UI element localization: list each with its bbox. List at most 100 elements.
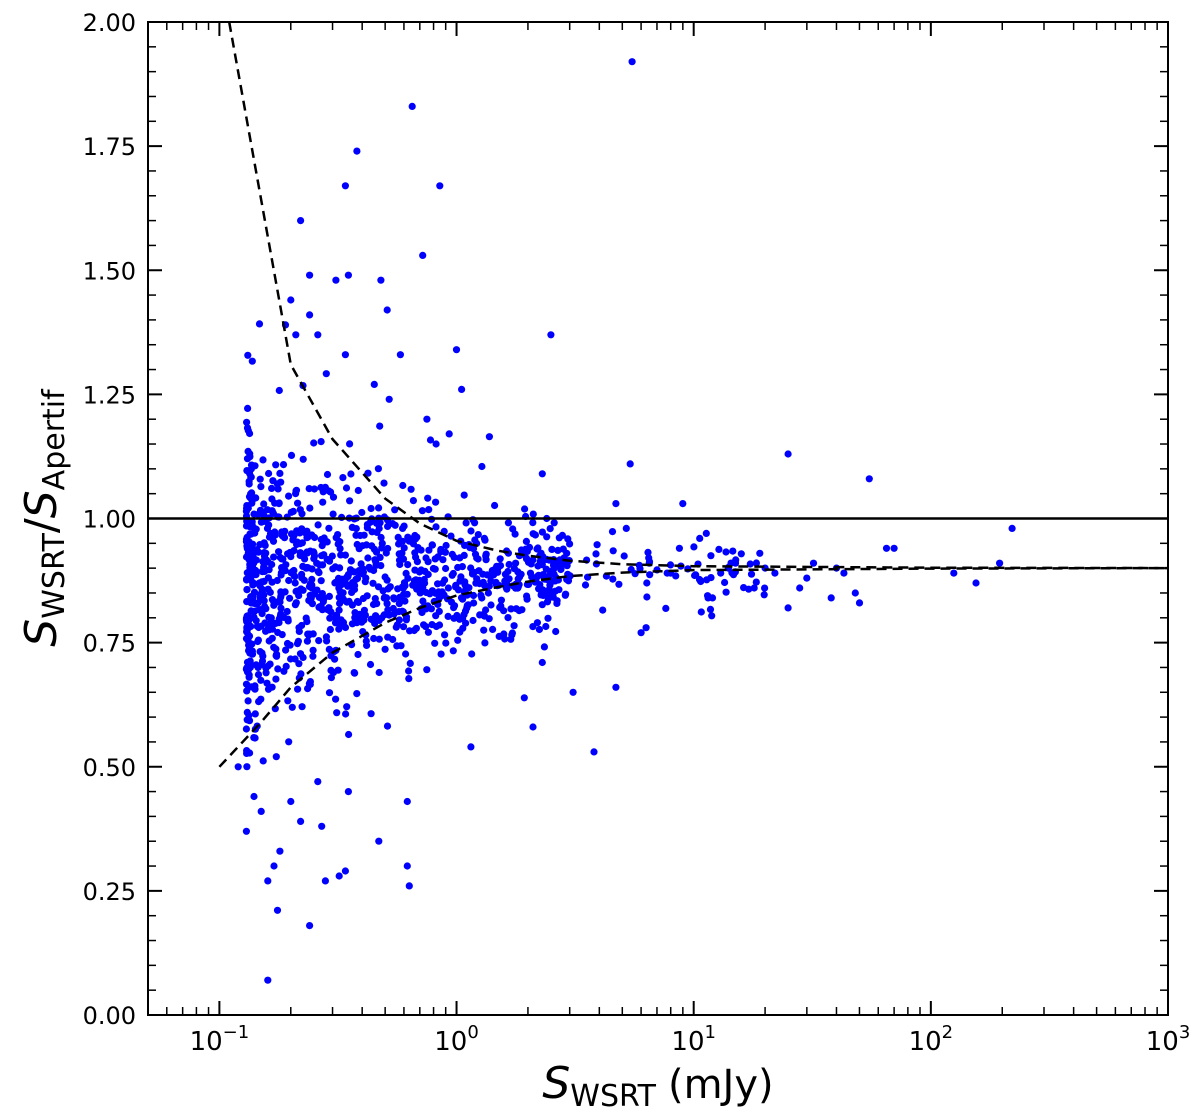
scatter-point — [395, 600, 403, 608]
scatter-point — [370, 545, 378, 553]
scatter-point — [306, 678, 314, 686]
scatter-point — [261, 603, 269, 611]
scatter-point — [420, 621, 428, 629]
scatter-point — [707, 574, 715, 582]
scatter-point — [353, 690, 361, 698]
scatter-point — [368, 528, 376, 536]
scatter-point — [299, 455, 307, 463]
scatter-point — [511, 530, 519, 538]
scatter-point — [287, 296, 295, 304]
scatter-point — [243, 467, 251, 475]
scatter-point — [242, 522, 251, 530]
scatter-point — [721, 578, 729, 587]
scatter-point — [246, 450, 254, 458]
scatter-point — [404, 561, 412, 569]
scatter-point — [599, 606, 607, 614]
scatter-point — [234, 763, 242, 771]
scatter-point — [404, 533, 412, 541]
scatter-point — [316, 603, 324, 611]
scatter-point — [296, 529, 304, 537]
scatter-point — [593, 541, 601, 549]
scatter-point — [261, 619, 269, 627]
scatter-point — [243, 763, 251, 771]
scatter-point — [403, 862, 411, 870]
scatter-point — [336, 545, 344, 553]
scatter-point — [341, 867, 349, 875]
scatter-point — [250, 599, 258, 607]
scatter-point — [643, 593, 651, 601]
scatter-point — [248, 530, 256, 538]
scatter-point — [538, 470, 546, 478]
scatter-point — [401, 582, 409, 590]
scatter-point — [321, 877, 329, 885]
scatter-point — [407, 485, 415, 493]
scatter-point — [615, 580, 623, 588]
scatter-point — [547, 589, 556, 597]
scatter-point — [264, 877, 272, 885]
scatter-point — [548, 545, 556, 554]
scatter-point — [258, 508, 266, 516]
scatter-point — [287, 451, 296, 459]
scatter-point — [411, 566, 419, 574]
scatter-point — [481, 639, 489, 647]
scatter-point — [662, 604, 670, 613]
scatter-point — [332, 276, 340, 284]
scatter-point — [731, 559, 740, 567]
scatter-point — [592, 550, 600, 558]
scatter-point — [274, 665, 282, 673]
scatter-point — [395, 540, 403, 548]
scatter-point — [510, 565, 518, 573]
scatter-point — [403, 590, 411, 598]
scatter-point — [290, 547, 298, 555]
scatter-point — [423, 666, 431, 674]
scatter-point — [715, 545, 723, 554]
scatter-point — [374, 583, 383, 591]
scatter-point — [265, 521, 273, 529]
scatter-point — [268, 683, 276, 691]
scatter-point — [246, 749, 254, 757]
scatter-point — [246, 567, 254, 575]
scatter-point — [690, 543, 698, 551]
scatter-point — [253, 622, 261, 630]
y-tick-label: 0.50 — [83, 754, 136, 782]
scatter-point — [309, 646, 317, 654]
scatter-point — [257, 483, 265, 491]
x-axis-symbol: S — [542, 1058, 570, 1109]
scatter-point — [348, 579, 357, 587]
scatter-point — [327, 666, 335, 675]
y-axis-den-subscript: Apertif — [37, 388, 72, 490]
scatter-point — [507, 605, 515, 613]
scatter-point — [702, 529, 710, 538]
scatter-point — [525, 543, 534, 552]
scatter-point — [258, 649, 266, 657]
scatter-point — [695, 575, 704, 584]
scatter-point — [283, 639, 292, 648]
scatter-point — [376, 422, 384, 430]
scatter-point — [380, 479, 388, 487]
scatter-point — [747, 570, 756, 578]
scatter-point — [373, 600, 381, 608]
upper-envelope-line — [227, 21, 1169, 570]
scatter-point — [882, 544, 891, 552]
scatter-point — [250, 588, 259, 596]
scatter-point — [289, 507, 297, 515]
scatter-point — [363, 521, 371, 529]
scatter-point — [327, 674, 335, 682]
scatter-point — [325, 487, 333, 495]
scatter-point — [488, 567, 496, 575]
scatter-point — [346, 566, 355, 574]
scatter-point — [612, 683, 620, 691]
scatter-point — [272, 461, 280, 469]
scatter-point — [508, 629, 516, 637]
scatter-point — [287, 797, 295, 806]
scatter-point — [323, 470, 332, 479]
scatter-point — [354, 486, 362, 495]
scatter-point — [374, 465, 382, 473]
scatter-point — [287, 655, 295, 663]
scatter-point — [243, 716, 251, 724]
scatter-point — [424, 570, 432, 579]
scatter-point — [298, 703, 306, 711]
scatter-point — [353, 574, 362, 583]
scatter-point — [250, 734, 258, 742]
